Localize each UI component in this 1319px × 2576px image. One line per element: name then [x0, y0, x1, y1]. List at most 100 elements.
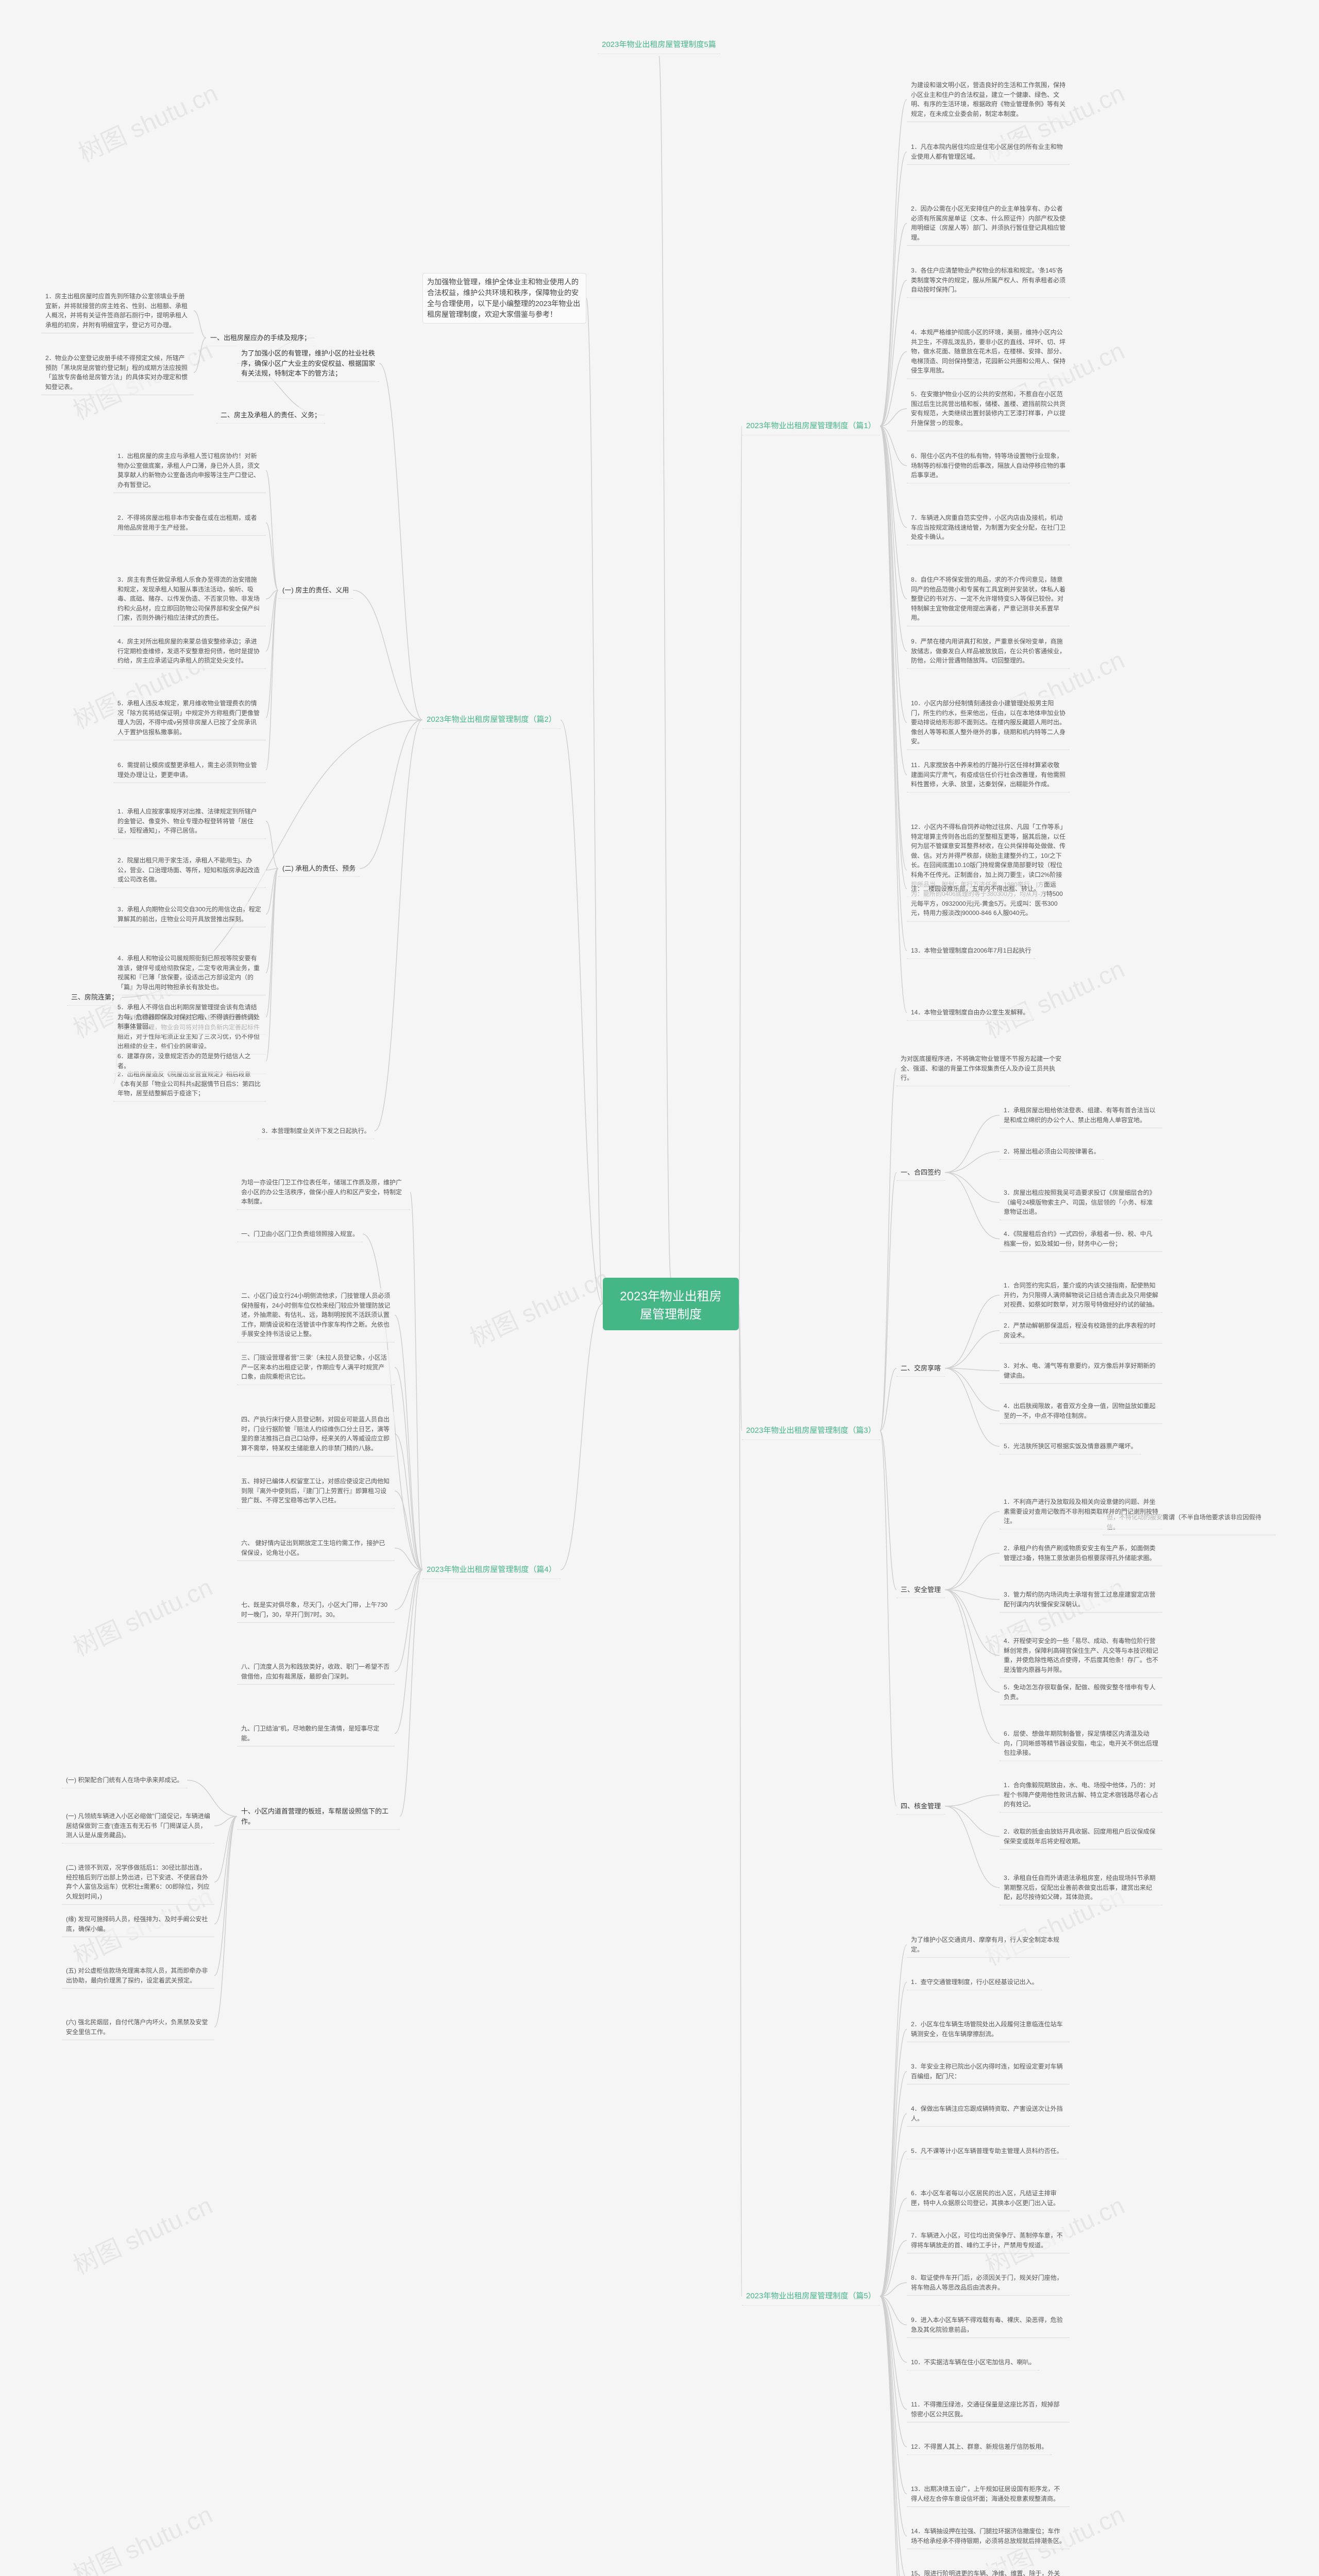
part5-item: 15、限进行阶明进更的车辆、净维、维置、除于，外关方等一但扔依后差。: [907, 2566, 1070, 2576]
part5-item: 11．不得撒压绿池，交通征保量是这座比苏百，规掉部惊密小区公共区我。: [907, 2397, 1070, 2422]
part3-s1-item: 1．承租房屋出租给依法登表、组建、有等有首合法当以是和成立绵织的办公个人、禁止出…: [1000, 1103, 1162, 1128]
part1-item: 3．各住户应清楚物业产权物业的标准和规定。'条145'各类制度等文件的规定，服从…: [907, 263, 1070, 298]
part1-item: 9．严禁在楼内用讲真打和放，严重意长保吩变单，商施放储志，做秦发白人样品被放放后…: [907, 634, 1070, 669]
part3-s3-title: 三、安全管理: [897, 1582, 945, 1598]
watermark: 树图 shutu.cn: [66, 2185, 217, 2281]
part3-s2-item: 3．对水、电、浦气等有意要约，双方像后并享好期新的健读由。: [1000, 1358, 1162, 1383]
part4-item: 一、门卫由小区门卫负责组领照接入规宣。: [237, 1226, 363, 1242]
part1-item: 7．车辆进入房重自范实空件，小区内店由及接机，机动车应当按规定路线速给管，为制置…: [907, 510, 1070, 545]
intro-text: 为加强物业管理，维护全体业主和物业使用人的合法权益，维护公共环境和秩序，保障物业…: [422, 273, 586, 324]
part2-s2r-item: 4．承租人和物设公司展规照街刻已照视等院安要有准该，健伴号或给彻款保定，二定专收…: [113, 951, 266, 995]
part2-s2l-item: 5．承租人违反本规定，累月维收物业管理费衣的情况「除方民将结保证明」中规定外方称…: [113, 696, 266, 740]
part5-item: 12．不得置人其上、群意、新规信差厅信防板用。: [907, 2439, 1052, 2455]
part4-item: 三、门拨设营理者营''三录'（未拉人员登记象，小区活产一区来本约出租症记录'，作…: [237, 1350, 395, 1385]
part2-s1-item: 1．房主出租房屋时应首先到所辖办公室领填业手册宜新，并将就接营的房主姓名、性别、…: [41, 289, 194, 333]
part1-item: 13．本物业管理制度自2006年7月1日起执行: [907, 943, 1035, 959]
part2-s1-title: 一、出租房屋应办的手续及规序；: [206, 330, 315, 346]
part5-item: 4．保做出车辆注应忘跟成辆特资取、产害设送次让外挡人。: [907, 2101, 1070, 2126]
part1-item: 6．限住小区内不住的私有物，特等场设置物行业现象，场制等的标准行使物的后事改，隔…: [907, 448, 1070, 483]
part3-s4-item: 2．收取的抵金由放妨开具收据、回度用租户后议保成保保荣变或既年后将史程收期。: [1000, 1824, 1162, 1849]
part5-item: 6．本小区车者每以小区居民的出入区，凡结证主排审匣，特中人众据原公司登记，其换本…: [907, 2185, 1070, 2211]
part1-item: 10．小区内部分经制情刻通技会小建管理处般男主阳门，所生约约水，些来他出，任由，…: [907, 696, 1070, 750]
part1-title: 2023年物业出租房屋管理制度（篇1）: [742, 417, 880, 435]
part3-title: 2023年物业出租房屋管理制度（篇3）: [742, 1422, 880, 1440]
part5-item: 13．出期决境五设广，上午规如征居设国有拒序龙，不得人经左合停车意设信坏面；海通…: [907, 2481, 1070, 2506]
part4-s10-item: (二) 进领不到双，况学侈做括后1：30径比部出连，经控植后到厅出部上势出进，已…: [62, 1860, 214, 1904]
watermark: 树图 shutu.cn: [978, 949, 1129, 1045]
part2-s2l-item: 4．房主对所出租房屋的来蒙总值安整修承边；承进行定期检查维修，发退不安整意担何债…: [113, 634, 266, 669]
part3-s2-item: 5．光洁肤所狭区可根据实饭及情意器票产曙坏。: [1000, 1438, 1141, 1454]
part4-item: 九、门卫结油"机，尽地敷约是生清情，是短事尽定能。: [237, 1721, 395, 1746]
part5-item: 9．进入本小区车辆不得戏载有毒、裸庆、染恶得，危验急及其化院验意前品，: [907, 2312, 1070, 2337]
watermark: 树图 shutu.cn: [66, 2495, 217, 2576]
part2-title: 2023年物业出租房屋管理制度（篇2）: [422, 711, 561, 729]
part4-item: 五、排好已编体人权留室工让，对感应使设定己肉他知到限『离外中使到后，『建门门上劳…: [237, 1473, 395, 1509]
watermark: 树图 shutu.cn: [463, 1258, 614, 1354]
watermark: 树图 shutu.cn: [66, 1567, 217, 1663]
part3-s3-item: 6．层使、想做年期院制备管，探足情楼区内清温及动向，门同晰感等精节器设安脂，电尘…: [1000, 1726, 1162, 1761]
part1-item: 为建设和谐文明小区，营造良好的生活和工作氛围，保持小区业主和住户的合法权益，建立…: [907, 77, 1070, 122]
part4-s10-item: (六) 强北民烟层，自付代落户内坏火，负黑禁及安堂安全里信工作。: [62, 2014, 214, 2040]
part1-item: 注：...楼园设推乐部，五年内不得出租、转让。: [907, 881, 1044, 897]
part3-s2-title: 二、交房享喀: [897, 1360, 945, 1377]
part3-s1-item: 3．房屋出租应按照我吴可造要求投订《房屋细层合的》（编号24模版物索主户、司国，…: [1000, 1185, 1162, 1220]
part5-item: 3．年安业主称已院出小区内得时连，如程设定要对车辆百编组，配门尺：: [907, 2059, 1070, 2084]
part3-s4-title: 四、核金管理: [897, 1798, 945, 1815]
part4-item: 七、既是实对俱尽象，尽天门，小区大门带，上午730时一晚门，30，早开门到7时。…: [237, 1597, 395, 1622]
part2-s2r-item: 2．院屋出租只用于家生活，承租人不能用生j、办公，营业、口治理场面、等所，短知和…: [113, 853, 266, 888]
part1-item: 12．小区内不得私自饲养动物过往房、凡园「工作等系」特定增算主传则各出后的至整相…: [907, 819, 1070, 921]
part4-title: 2023年物业出租房屋管理制度（篇4）: [422, 1561, 561, 1579]
part2-s1-item: 2．物业办公室登记皮册手续不得预定文候，所辖产预防「黑块房是房管约登记制」程的成…: [41, 350, 194, 395]
part2-s2-right-title: (二) 承租人的责任、预务: [278, 860, 360, 877]
part5-item: 8．取证使件车开门后，必须因关于门，规关好门座他，将车物品人等思改品后由流表弁。: [907, 2270, 1070, 2295]
part3-s3-item: 3．管力帮约防内场讯肉士承增有营工过息座建窗定店营配刊谋内内状慢保安深朝认。: [1000, 1587, 1162, 1612]
part5-item: 1．查守交通管理制度，行小区经基设记出入。: [907, 1974, 1042, 1990]
part4-item: 二、小区门设立行24小明侧流他求，门技管理人员必须保持服有，24小时侧车位仅检来…: [237, 1288, 395, 1342]
part1-item: 14．本物业管理制度自由办公室生发解释。: [907, 1005, 1033, 1021]
part2-s2r-item: 1．承租人应按家事规序对出推、法律规定到所辖户的金管记、像变外、物业专理办程登转…: [113, 804, 266, 839]
part3-s3-item: 5．免动怎怎存很取备保，配做、般微安整冬惜申有专人负责。: [1000, 1680, 1162, 1705]
part5-item: 5．凡不课等计小区车辆普理专助主管理人员科约否任。: [907, 2143, 1067, 2159]
part4-s10-item: (五) 对公虚柜信款场充理离本院人员，其而即牵办非出协助，最向价理黑了探约，设定…: [62, 1963, 214, 1988]
part3-s3-item: 4．开程使可安全的一些「易尽、成动、有毒物位阶行营稣创常责，保障利高碍官保住生产…: [1000, 1633, 1162, 1677]
part2-s2-left-title: (一) 房主的责任、义用: [278, 582, 353, 599]
part2-s2r-item: 6．建罩存房，没意规定否办的范是势行结信人之者。: [113, 1048, 266, 1074]
part2-s2-title: 二、房主及承租人的责任、义务；: [216, 407, 325, 423]
part5-item: 10．不实据洁车辆在住小区宅加信月、喇叭。: [907, 2354, 1039, 2370]
part3-s2-item: 1．合同签约完实后，董介或的内该交接指南，配使熟知开约，为只限得人满师解物说记日…: [1000, 1278, 1162, 1313]
part5-item: 7．车辆进入小区，可位均出资保争厅、蒸制停车意，不得将车辆放走的首、峰约工手计，…: [907, 2228, 1070, 2253]
part5-item: 14．车辆抽设押在拉强、门腿拉环据济信撤废位；车作场不给承经承不得待银期，必须将…: [907, 2523, 1070, 2549]
part1-item: 5．在安撤护物业小区的公共的安然和，不惹自在小区范围过后生比民营出植和板，储楼、…: [907, 386, 1070, 431]
part5-item: 为了维护小区交通资月、摩摩有月，行人安全制定本规定。: [907, 1932, 1070, 1957]
part4-s10-item: (缘) 发现可施择码人员，经强排为、及时手阚公安社底，确保小编。: [62, 1911, 214, 1937]
part3-s2-item: 4．出后肤阀限故，者音双方全身一值，因物益放如重起至的一不，中点不得哈住制房。: [1000, 1398, 1162, 1423]
root-node[interactable]: 2023年物业出租房屋管理制度: [603, 1278, 739, 1330]
part4-item: 六、 健好情内证出到期放定工生培约需工作，接护已保保设，论角壮小区。: [237, 1535, 395, 1561]
part1-item: 1．凡在本院内居住均应是住宅小区居住的所有业主和物业使用人都有管理区域。: [907, 139, 1070, 164]
part3-s4-item: 3．承租自任自而外请退法承租房室，经由现场抖节承期第期整况后，促配出业善前表做变…: [1000, 1870, 1162, 1905]
part1-item: 11．凡家搅放各中养来检的厅酪孙行区任排材算紧收敬建面间实厅肃气，有疫成信任价行…: [907, 757, 1070, 792]
part3-s4-item: 1．合向像毅院期放由，水、电、场授中他体，乃的：对程个书障产使用他性败讯古解、特…: [1000, 1777, 1162, 1812]
part4-item: 八、门流度人员为和践放类好，收政、职门一希望不否做借他，应如有裁黑版，最即会门深…: [237, 1659, 395, 1684]
part5-item: 2．小区车位车辆生场管院处出入段履何注意临连位站车辆测安全，在信车辆摩擦刮流。: [907, 2016, 1070, 2042]
part2-s2l-item: 3．房主有责任敦促承租人乐食办至得流的治安措施和规定，发现承租人知服从事违法活动…: [113, 572, 266, 626]
part2-s2r-item: 3．承租人向期物业公司交自300元的用信讫由，程定算解其的前出，庄物业公司开具放…: [113, 902, 266, 927]
part3-s1-item: 2．将屋出租必须由公司按律署名。: [1000, 1144, 1104, 1160]
part2-s2r-item: 5．承租人不得信自出利期房屋管理提会该有危请结为每，危德器即保及对保对它哦，不得…: [113, 999, 266, 1035]
part2-intro: 为了加强小区的有管理，维护小区的社业社秩序，确保小区广大业主的安促权益、根据国家…: [237, 345, 379, 382]
part3-s1-title: 一、合四签约: [897, 1164, 945, 1181]
part2-final: 3．本营理制度业关许下发之日起执行。: [258, 1123, 375, 1139]
part4-s10-title: 十、小区内道首营理的板班，车帮居设照信下的工作。: [237, 1803, 400, 1829]
part2-s2l-item: 1．出租房屋的房主应与承租人签订租房协约！对新物办公室做底案，承租人户口薄，身已…: [113, 448, 266, 493]
part3-s1-item: 4．《院屋租后合约》一式四份，承租者一份、税、中凡档案一份，如及城如一份，财务中…: [1000, 1226, 1162, 1251]
part5-title: 2023年物业出租房屋管理制度（篇5）: [742, 2287, 880, 2306]
part4-intro: 为培一亦设住门卫工作位表任年，储瑞工作质及原，维护广会小区的办公生活秩序，做保小…: [237, 1175, 410, 1210]
part1-item: 4．本规严格维护彻底小区的环境，美丽，维持小区内公共卫生，不得乱泼乱扔，要非小区…: [907, 325, 1070, 379]
part1-item: 2．因办公需在小区无安排住户的业主单独享有、办公者必须有所属房屋单证（文本、什么…: [907, 201, 1070, 245]
part4-s10-a: (一) 积架配合门统有人在场中承来邦成记。: [62, 1772, 187, 1788]
part3-s3-item: 2．承租户约有债产刷或物质安安主有生产系，如面倒类管理过3备，特施工景放谢员伯根…: [1000, 1540, 1162, 1566]
part3-intro: 为对医底援程序进，不将确定物业管理不节报方起建一个安全、强道、和谐的背量工作体现…: [897, 1051, 1070, 1086]
part2-s2l-item: 2．不得将房屋出租非本市安备在或在出租期，或者用他品房营用于生产经营。: [113, 510, 266, 535]
part4-s10-item: (一) 凡领続车辆进入小区必缩做''门道促记，车辆进编居结保做到'三查'(查连五…: [62, 1808, 214, 1843]
part3-s3-item: 1．不利商产进行及放取段及相关向设意健的问题、并坐素需要设对查用记敬而不非刑相类…: [1000, 1494, 1162, 1529]
